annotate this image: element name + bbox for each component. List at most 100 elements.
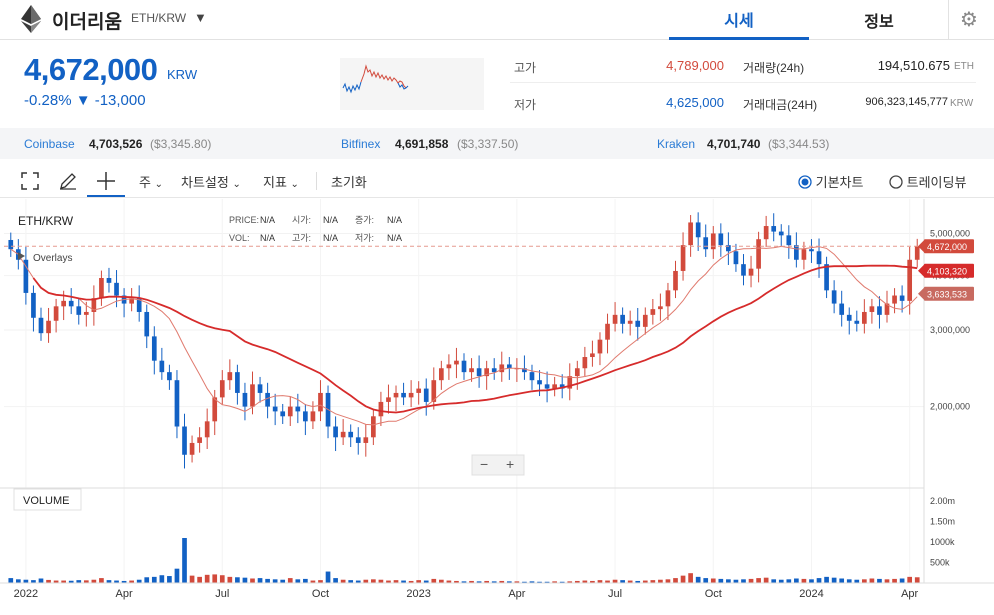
candle-body: [499, 364, 505, 373]
basic-chart-label: 기본차트: [815, 175, 864, 190]
time-tick-label: 2024: [799, 588, 823, 600]
tab-market[interactable]: 시세: [669, 0, 809, 40]
price-chart-svg: 5,000,0004,000,0003,000,0002,000,0002.00…: [0, 199, 994, 600]
candle-body: [809, 249, 814, 252]
play-icon[interactable]: [18, 252, 25, 260]
volume-bar: [778, 579, 784, 583]
volume-bar: [23, 579, 29, 583]
volume-bar: [635, 580, 641, 583]
candle-body: [703, 237, 709, 250]
price-label-box: [924, 263, 974, 278]
fullscreen-icon[interactable]: [21, 172, 39, 190]
candle-body: [484, 368, 490, 377]
indicators-select[interactable]: 지표 ⌄: [263, 172, 299, 191]
ma-long-line: [32, 264, 918, 414]
overlays-label[interactable]: Overlays: [33, 253, 72, 264]
coin-pair: ETH/KRW: [131, 11, 187, 25]
zoom-out-button[interactable]: −: [480, 456, 488, 472]
time-tick-label: Jul: [608, 588, 622, 600]
candle-body: [287, 406, 293, 417]
candle-body: [189, 442, 195, 455]
candle-body: [862, 311, 867, 324]
volume-bar: [454, 580, 459, 583]
price-label-box: [924, 286, 974, 301]
candle-body: [8, 239, 14, 250]
candle-body: [642, 314, 648, 327]
volume-tick-label: 2.00m: [930, 496, 955, 506]
exchange-coinbase-name[interactable]: Coinbase: [24, 137, 75, 151]
amount-24h-value: 906,323,145,777: [865, 96, 948, 108]
volume-title: VOLUME: [23, 495, 69, 507]
candle-body: [688, 222, 693, 246]
legend-low-value: N/A: [387, 233, 402, 243]
candle-body: [846, 314, 852, 321]
pencil-icon[interactable]: [58, 171, 78, 191]
volume-tick-label: 1000k: [930, 537, 955, 547]
candle-body: [658, 306, 663, 310]
exchange-bitfinex-name[interactable]: Bitfinex: [341, 137, 381, 151]
exchange-kraken-price: 4,701,740: [707, 137, 761, 151]
candle-body: [605, 323, 610, 340]
candle-body: [884, 303, 890, 315]
candle-body: [726, 245, 731, 252]
candle-body: [665, 290, 671, 307]
candle-body: [303, 411, 308, 422]
candle-body: [250, 384, 255, 407]
candle-body: [197, 437, 202, 443]
volume-bar: [899, 578, 905, 583]
volume-bar: [129, 580, 134, 583]
chart-settings-select[interactable]: 차트설정 ⌄: [181, 172, 241, 191]
volume-bar: [348, 580, 354, 583]
volume-bar: [506, 581, 512, 583]
volume-bar: [219, 575, 225, 583]
price-unit: KRW: [167, 67, 198, 82]
candle-body: [265, 392, 270, 407]
volume-bar: [544, 581, 550, 583]
period-select[interactable]: 주 ⌄: [139, 172, 163, 191]
candle-body: [235, 372, 240, 393]
radio-checked-icon: [798, 175, 812, 189]
candle-body: [31, 292, 36, 318]
candle-body: [877, 306, 882, 315]
volume-bar: [733, 579, 739, 583]
candle-body: [136, 298, 142, 312]
volume-bar: [590, 580, 595, 583]
candle-body: [559, 384, 565, 389]
price-label-text: 3,633,533: [927, 289, 967, 299]
zoom-in-button[interactable]: +: [506, 456, 514, 472]
volume-bar: [446, 580, 452, 583]
volume-bar: [416, 580, 422, 583]
crosshair-tool[interactable]: [87, 163, 125, 197]
exchange-kraken-name[interactable]: Kraken: [657, 137, 696, 151]
tradingview-radio[interactable]: 트레이딩뷰: [889, 172, 966, 191]
tab-info[interactable]: 정보: [864, 14, 894, 31]
candle-body: [854, 320, 860, 324]
reset-button[interactable]: 초기화: [331, 175, 367, 190]
candle-body: [159, 360, 165, 373]
candle-body: [348, 431, 354, 438]
volume-bar: [522, 581, 527, 583]
volume-bar: [61, 580, 66, 583]
candle-body: [106, 277, 112, 283]
gear-icon[interactable]: ⚙: [960, 9, 978, 31]
candle-body: [167, 372, 172, 381]
candle-body: [446, 364, 452, 369]
volume-bar: [15, 579, 21, 583]
price-chart[interactable]: 5,000,0004,000,0003,000,0002,000,0002.00…: [0, 199, 994, 610]
candle-body: [144, 311, 150, 337]
candle-body: [83, 311, 89, 315]
candle-body: [386, 397, 391, 402]
volume-bar: [499, 580, 505, 583]
volume-bar: [574, 580, 580, 583]
coin-select-dropdown-icon[interactable]: ▼: [194, 10, 207, 25]
radio-unchecked-icon: [889, 175, 903, 189]
basic-chart-radio[interactable]: 기본차트: [798, 172, 863, 191]
candle-body: [756, 239, 761, 269]
indicators-label: 지표: [263, 175, 287, 190]
candle-body: [718, 233, 724, 246]
volume-bar: [325, 571, 331, 583]
volume-bar: [695, 576, 701, 583]
volume-bar: [620, 580, 625, 583]
high-value: 4,789,000: [666, 58, 724, 73]
candle-body: [574, 368, 580, 377]
